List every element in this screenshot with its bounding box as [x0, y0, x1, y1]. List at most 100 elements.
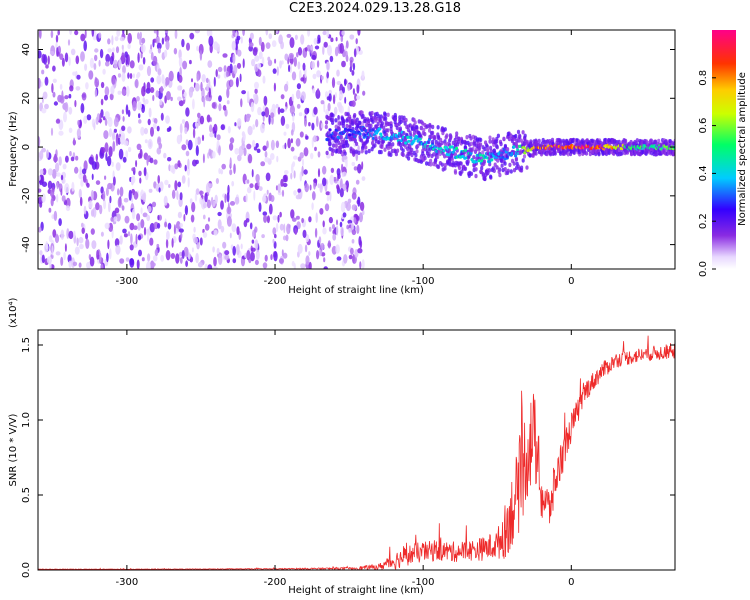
spectrogram-noise-cell: [331, 224, 336, 230]
snr-y-tick-label: 0.0: [21, 562, 32, 578]
spectrogram-noise-cell: [129, 60, 135, 69]
spectrogram-ridge-cell: [534, 151, 538, 156]
spectrogram-ridge-cell: [482, 161, 486, 166]
spectrogram-ridge-cell: [436, 164, 441, 170]
spectrogram-noise-cell: [152, 55, 158, 66]
spectrogram-noise-cell: [61, 195, 66, 202]
spectrogram-noise-cell: [80, 103, 85, 114]
spectrogram-noise-cell: [165, 91, 171, 101]
spectrogram-noise-cell: [88, 70, 94, 80]
spectrogram-noise-cell: [351, 229, 357, 236]
spectrogram-noise-cell: [187, 158, 190, 170]
spectrogram-noise-cell: [213, 76, 216, 87]
spectrogram-ridge-cell: [449, 134, 453, 139]
spectrogram-noise-cell: [317, 151, 321, 158]
spectrogram-ridge-cell: [495, 145, 499, 150]
spectrogram-noise-cell: [136, 96, 140, 102]
spectrogram-noise-cell: [94, 54, 98, 62]
spectrogram-noise-cell: [99, 112, 102, 124]
spectrogram-noise-cell: [329, 191, 332, 202]
spectrogram-noise-cell: [78, 236, 84, 244]
spectrogram-noise-cell: [122, 228, 127, 234]
spectrogram-ridge-cell: [404, 137, 408, 142]
spectrogram-noise-cell: [165, 115, 170, 124]
spectrogram-noise-cell: [271, 116, 274, 125]
spectrogram-ridge-cell: [484, 140, 488, 145]
spectrogram-ridge-cell: [422, 127, 426, 133]
spectrogram-noise-cell: [268, 33, 273, 40]
spectrogram-noise-cell: [52, 78, 57, 84]
spectrogram-noise-cell: [176, 134, 182, 145]
spectrogram-noise-cell: [220, 200, 224, 210]
spectrogram-ridge-cell: [617, 152, 621, 157]
spectrogram-ridge-cell: [512, 161, 516, 166]
spectrogram-ridge-cell: [414, 153, 418, 158]
spectrogram-noise-cell: [198, 43, 204, 55]
spectrogram-ridge-cell: [379, 149, 383, 155]
spectrogram-ridge-cell: [503, 143, 507, 149]
spectrogram-noise-cell: [264, 157, 270, 163]
spectrogram-noise-cell: [122, 30, 125, 34]
spectrogram-noise-cell: [248, 42, 254, 48]
spectrogram-noise-cell: [156, 30, 159, 38]
spectrogram-ridge-cell: [436, 125, 440, 130]
spectrogram-noise-cell: [44, 243, 49, 253]
spectrogram-ridge-cell: [387, 141, 391, 146]
spectrogram-noise-cell: [167, 157, 172, 162]
spectrogram-noise-cell: [138, 249, 142, 257]
spectrogram-noise-cell: [50, 197, 54, 207]
spectrogram-noise-cell: [310, 61, 315, 70]
spectrogram-noise-cell: [357, 248, 363, 254]
spectrogram-noise-cell: [49, 189, 55, 198]
spectrogram-noise-cell: [80, 179, 84, 187]
spectrogram-noise-cell: [91, 173, 94, 180]
spectrogram-noise-cell: [52, 229, 57, 238]
spectrogram-noise-cell: [146, 65, 152, 77]
spectrogram-noise-cell: [339, 188, 344, 198]
spectrogram-noise-cell: [152, 123, 157, 129]
spectrogram-ridge-cell: [469, 136, 473, 141]
spectrogram-noise-cell: [227, 126, 231, 134]
spectrogram-noise-cell: [131, 175, 136, 184]
spectrogram-noise-cell: [214, 194, 218, 204]
spectrogram-ridge-cell: [431, 139, 435, 145]
spectrogram-noise-cell: [194, 192, 198, 202]
spectrogram-ridge-cell: [328, 128, 332, 132]
spectrogram-noise-cell: [109, 93, 114, 101]
spectrogram-ridge-cell: [455, 131, 459, 136]
spectrogram-noise-cell: [322, 30, 327, 36]
spectrogram-ridge-cell: [506, 168, 510, 173]
spectrogram-noise-cell: [241, 90, 247, 95]
spectrogram-noise-cell: [293, 155, 298, 160]
spectrogram-ridge-cell: [399, 142, 403, 148]
spectrogram-noise-cell: [108, 128, 113, 138]
spectrogram-noise-cell: [153, 118, 158, 124]
spectrogram-noise-cell: [150, 52, 154, 61]
spectrogram-noise-cell: [229, 232, 232, 239]
spectrogram-noise-cell: [336, 69, 340, 77]
spectrogram-noise-cell: [293, 190, 297, 196]
spectrogram-noise-cell: [69, 85, 74, 92]
spectrogram-ridge-cell: [357, 120, 361, 126]
spectrogram-noise-cell: [177, 96, 182, 102]
spectrogram-ridge-cell: [409, 136, 413, 140]
spectrogram-noise-cell: [229, 142, 234, 151]
spectrogram-x-tick-label: 0: [568, 276, 574, 287]
spectrogram-noise-cell: [214, 130, 217, 138]
spectrogram-noise-cell: [258, 202, 262, 213]
spectrogram-ridge-cell: [478, 153, 482, 157]
spectrogram-noise-cell: [320, 75, 324, 80]
spectrogram-noise-cell: [341, 163, 344, 173]
spectrogram-noise-cell: [118, 58, 122, 69]
spectrogram-noise-cell: [270, 153, 275, 160]
spectrogram-noise-cell: [38, 226, 42, 233]
snr-x-tick-label: 0: [568, 577, 574, 588]
spectrogram-noise-cell: [38, 175, 41, 181]
spectrogram-noise-cell: [361, 209, 365, 216]
spectrogram-noise-cell: [52, 91, 56, 98]
spectrogram-noise-cell: [133, 191, 139, 200]
spectrogram-noise-cell: [231, 40, 236, 51]
spectrogram-noise-cell: [336, 80, 341, 86]
spectrogram-noise-cell: [146, 81, 151, 91]
spectrogram-noise-cell: [149, 237, 154, 246]
